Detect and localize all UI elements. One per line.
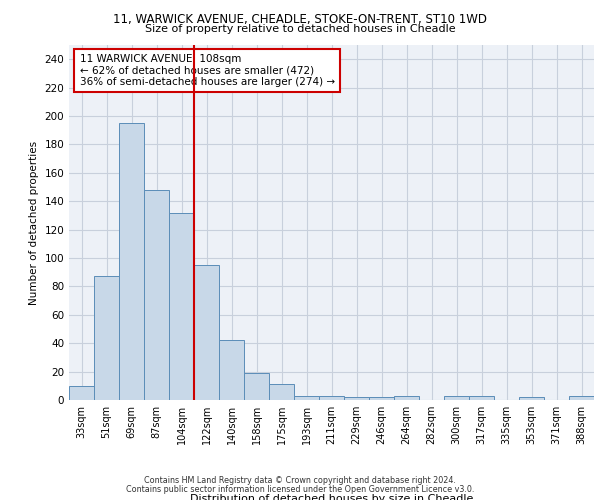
Bar [94,276,119,400]
Bar [369,397,394,400]
Bar [144,190,169,400]
Bar [444,396,469,400]
Bar [269,384,294,400]
Bar [319,396,344,400]
Text: 11, WARWICK AVENUE, CHEADLE, STOKE-ON-TRENT, ST10 1WD: 11, WARWICK AVENUE, CHEADLE, STOKE-ON-TR… [113,12,487,26]
Bar [244,373,269,400]
Bar [569,396,594,400]
Bar [394,396,419,400]
Text: Contains public sector information licensed under the Open Government Licence v3: Contains public sector information licen… [126,485,474,494]
Text: Contains HM Land Registry data © Crown copyright and database right 2024.: Contains HM Land Registry data © Crown c… [144,476,456,485]
Bar [294,396,319,400]
Bar [344,397,369,400]
X-axis label: Distribution of detached houses by size in Cheadle: Distribution of detached houses by size … [190,494,473,500]
Bar [119,123,144,400]
Text: 11 WARWICK AVENUE: 108sqm
← 62% of detached houses are smaller (472)
36% of semi: 11 WARWICK AVENUE: 108sqm ← 62% of detac… [79,54,335,87]
Bar [219,340,244,400]
Bar [169,212,194,400]
Bar [519,397,544,400]
Bar [69,386,94,400]
Bar [194,265,219,400]
Text: Size of property relative to detached houses in Cheadle: Size of property relative to detached ho… [145,24,455,34]
Bar [469,396,494,400]
Y-axis label: Number of detached properties: Number of detached properties [29,140,39,304]
